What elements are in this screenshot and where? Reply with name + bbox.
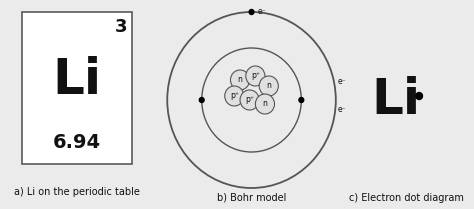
Text: e⁻: e⁻	[338, 106, 346, 115]
Text: Li: Li	[372, 76, 421, 124]
Circle shape	[259, 76, 278, 96]
Text: b) Bohr model: b) Bohr model	[217, 193, 286, 203]
Circle shape	[255, 94, 274, 114]
Text: p⁺: p⁺	[245, 96, 254, 104]
Text: a) Li on the periodic table: a) Li on the periodic table	[14, 187, 140, 197]
Text: e⁻: e⁻	[338, 78, 346, 87]
Circle shape	[240, 90, 259, 110]
Circle shape	[230, 70, 250, 90]
Text: n: n	[237, 75, 243, 84]
Text: c) Electron dot diagram: c) Electron dot diagram	[349, 193, 464, 203]
Text: n: n	[263, 99, 267, 108]
Circle shape	[200, 98, 204, 102]
Circle shape	[225, 86, 244, 106]
Text: 3: 3	[115, 18, 127, 36]
Text: e⁻: e⁻	[257, 6, 266, 15]
Text: p⁺: p⁺	[251, 71, 260, 80]
Text: 6.94: 6.94	[53, 133, 101, 152]
Circle shape	[246, 66, 265, 86]
Circle shape	[249, 9, 254, 14]
Circle shape	[299, 98, 304, 102]
Circle shape	[416, 93, 422, 99]
Bar	[22, 12, 132, 164]
Text: n: n	[266, 82, 271, 90]
Text: Li: Li	[52, 56, 101, 104]
Text: p⁺: p⁺	[230, 92, 239, 101]
